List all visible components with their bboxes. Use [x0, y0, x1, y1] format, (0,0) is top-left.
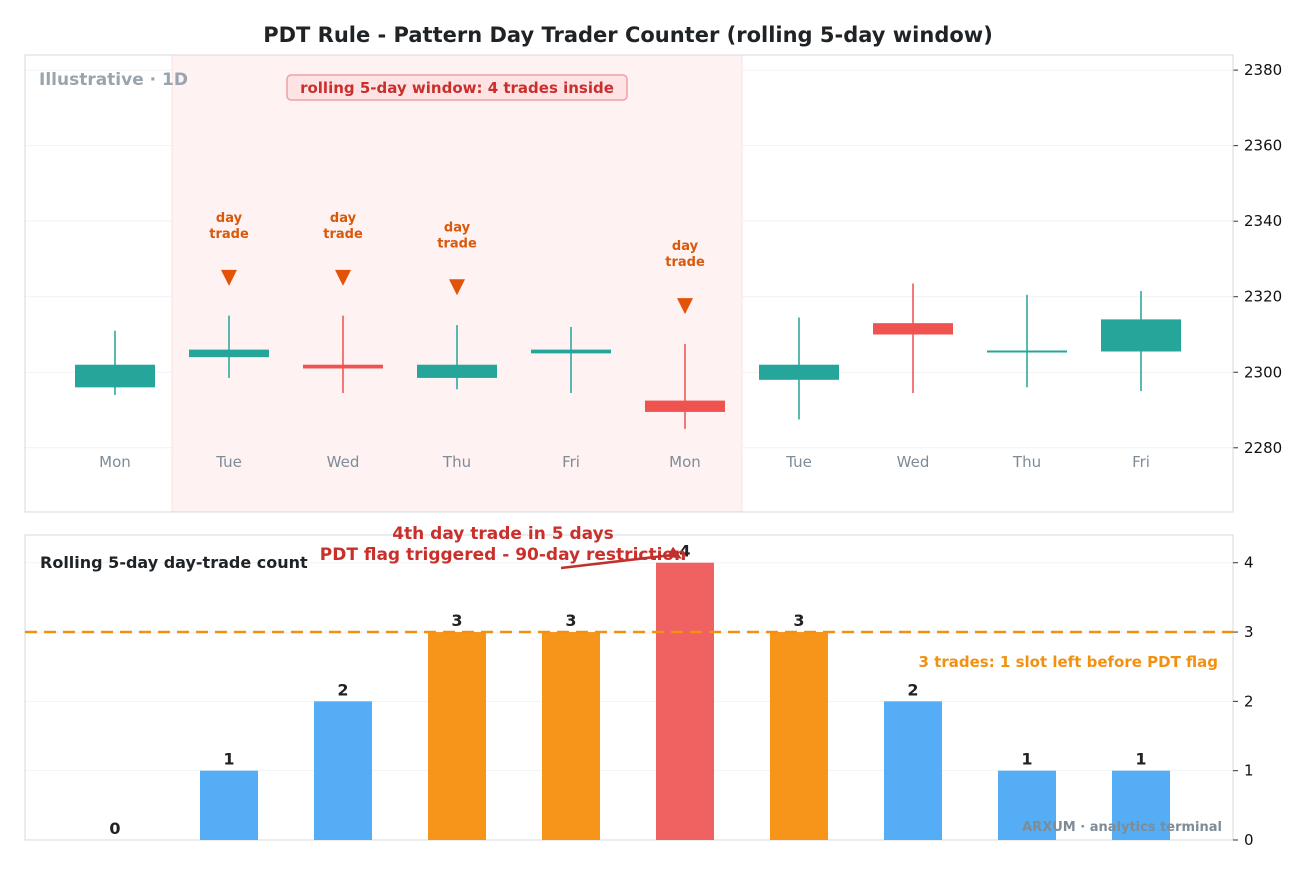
- price-tick-label: 2320: [1244, 288, 1282, 306]
- window-label-box: [286, 74, 628, 101]
- rolling-window-label: rolling 5-day window: 4 trades inside: [286, 74, 628, 101]
- window-label-text: rolling 5-day window: 4 trades inside: [300, 79, 614, 97]
- counter-bar: [884, 701, 942, 840]
- counter-value-label: 4: [679, 542, 690, 561]
- counter-value-label: 3: [793, 611, 804, 630]
- candle: [645, 343, 725, 429]
- counter-bar: [200, 770, 258, 840]
- counter-value-label: 1: [1135, 750, 1146, 769]
- counter-axis-ticks: 0 1 2 3 4: [1233, 554, 1254, 849]
- candle-body: [417, 364, 497, 378]
- callout-line-1: 4th day trade in 5 days: [392, 524, 614, 544]
- candle-body: [531, 349, 611, 354]
- candle-body: [303, 364, 383, 369]
- price-day-label: Fri: [562, 453, 580, 471]
- price-day-label: Mon: [99, 453, 131, 471]
- price-panel-frame: [24, 54, 1234, 513]
- price-tick-label: 2300: [1244, 363, 1282, 381]
- candle: [759, 317, 839, 420]
- price-day-label: Wed: [327, 453, 360, 471]
- price-panel: Illustrative · 1D rolling 5-day window: …: [24, 54, 1282, 513]
- counter-panel-title: Rolling 5-day day-trade count: [40, 553, 308, 572]
- counter-value-label: 3: [565, 611, 576, 630]
- candle: [1101, 291, 1181, 392]
- price-day-label: Tue: [785, 453, 812, 471]
- counter-tick-label: 2: [1244, 692, 1254, 710]
- counter-value-label: 1: [223, 750, 234, 769]
- counter-value-label: 2: [907, 680, 918, 699]
- candle: [417, 325, 497, 390]
- price-tick-label: 2360: [1244, 137, 1282, 155]
- candle: [189, 315, 269, 378]
- pdt-callout: 4th day trade in 5 days PDT flag trigger…: [320, 524, 686, 570]
- day-trade-label: day: [330, 211, 357, 226]
- counter-bar: [656, 562, 714, 840]
- watermark: Illustrative · 1D: [39, 70, 188, 90]
- price-day-labels: Mon Tue Wed Thu Fri Mon Tue Wed Thu Fri: [99, 453, 1150, 471]
- counter-panel-frame: [24, 534, 1234, 841]
- counter-bar: [542, 632, 600, 840]
- candlesticks: [75, 283, 1181, 429]
- counter-panel: 0 1 2 3 3 4 3 2 1 1 3 trades: 1 slot left before …: [24, 524, 1254, 849]
- price-day-label: Wed: [897, 453, 930, 471]
- counter-bars: 0 1 2 3 3 4 3 2 1 1: [109, 542, 1170, 840]
- counter-bar: [998, 770, 1056, 840]
- counter-tick-label: 3: [1244, 623, 1254, 641]
- callout-arrow: [560, 553, 675, 570]
- counter-bar: [314, 701, 372, 840]
- price-day-label: Tue: [215, 453, 242, 471]
- counter-bar: [428, 632, 486, 840]
- counter-tick-label: 0: [1244, 831, 1254, 849]
- counter-tick-label: 4: [1244, 554, 1254, 572]
- price-day-label: Mon: [669, 453, 701, 471]
- day-trade-label: day: [444, 220, 471, 235]
- candle-body: [873, 323, 953, 335]
- counter-bar: [770, 632, 828, 840]
- price-day-label: Thu: [442, 453, 471, 471]
- candle: [75, 330, 155, 395]
- price-day-label: Fri: [1132, 453, 1150, 471]
- counter-value-label: 3: [451, 611, 462, 630]
- threshold-label: 3 trades: 1 slot left before PDT flag: [919, 653, 1218, 671]
- price-tick-label: 2380: [1244, 61, 1282, 79]
- counter-tick-label: 1: [1244, 762, 1254, 780]
- price-day-label: Thu: [1012, 453, 1041, 471]
- candle-body: [189, 349, 269, 358]
- day-trade-label: trade: [209, 227, 249, 242]
- chart-title: PDT Rule - Pattern Day Trader Counter (r…: [263, 23, 993, 47]
- day-trade-marker-icon: [677, 298, 693, 315]
- footer-brand: ARXUM · analytics terminal: [1022, 820, 1222, 835]
- day-trade-label: trade: [323, 227, 363, 242]
- candle-body: [75, 364, 155, 388]
- candle: [987, 294, 1067, 388]
- callout-line-2: PDT flag triggered - 90-day restriction: [320, 545, 686, 565]
- counter-value-label: 0: [109, 819, 120, 838]
- candle: [873, 283, 953, 394]
- day-trade-marker-icon: [221, 269, 237, 286]
- price-tick-label: 2340: [1244, 212, 1282, 230]
- day-trade-marker-icon: [335, 269, 351, 286]
- price-tick-label: 2280: [1244, 439, 1282, 457]
- candle-body: [759, 364, 839, 380]
- counter-value-label: 2: [337, 680, 348, 699]
- candle-body: [645, 400, 725, 412]
- candle: [531, 326, 611, 394]
- day-trade-marker-icon: [449, 279, 465, 296]
- day-trade-label: day: [216, 211, 243, 226]
- day-trade-label: trade: [437, 236, 477, 251]
- counter-bar: [1112, 770, 1170, 840]
- candle: [303, 315, 383, 394]
- day-trade-label: trade: [665, 255, 705, 270]
- day-trade-label: day: [672, 239, 699, 254]
- counter-value-label: 1: [1021, 750, 1032, 769]
- price-axis-ticks: 2280 2300 2320 2340 2360 2380: [1233, 61, 1282, 457]
- candle-body: [1101, 319, 1181, 352]
- callout-arrowhead: [667, 546, 682, 559]
